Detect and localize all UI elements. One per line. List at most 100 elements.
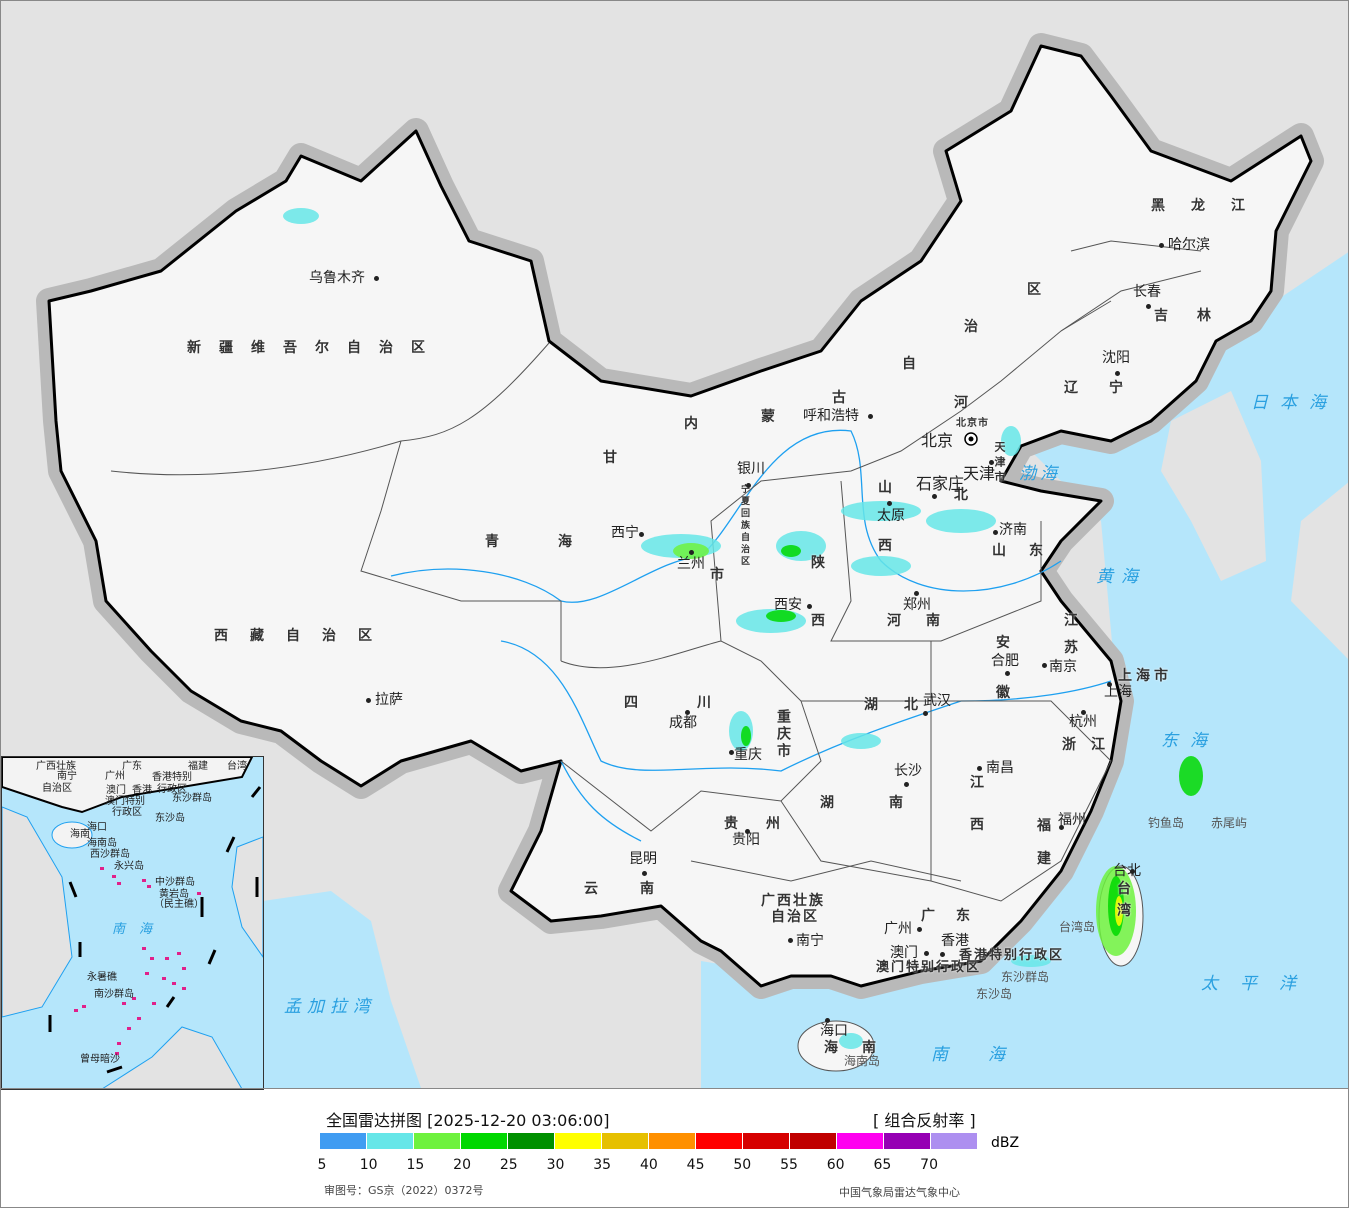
city-label: 北京 (921, 431, 954, 450)
region-label: 宁 (1109, 380, 1123, 396)
city-dot (745, 829, 750, 834)
china-radar-map: 新疆维吾尔自治区西藏自治区青海甘内蒙古自治区陕西山西河北山东河南江苏安徽上海市浙… (1, 1, 1348, 1090)
city-dot (374, 276, 379, 281)
region-label: 尔 (315, 340, 329, 356)
region-label: 维 (251, 340, 265, 356)
city-dot (746, 483, 751, 488)
scale-tick-label: 5 (317, 1157, 327, 1173)
region-label: 宁 (741, 485, 751, 495)
city-label: 广州 (884, 921, 912, 937)
inset-label: 东沙岛 (155, 813, 185, 824)
scale-tick-label: 70 (920, 1157, 939, 1173)
reef-mark (177, 952, 181, 955)
city-dot (989, 460, 994, 465)
radar-echo (1115, 896, 1123, 926)
city-label: 南宁 (796, 933, 824, 949)
region-label: 市 (710, 567, 724, 583)
region-label: 广 (761, 893, 775, 909)
inset-label: 永暑礁 (87, 972, 117, 983)
dash-segment (250, 786, 262, 798)
color-swatch (555, 1133, 601, 1149)
scale-tick-label: 25 (499, 1157, 518, 1173)
reef-mark (150, 957, 154, 960)
inset-label: 中沙群岛 (155, 877, 195, 888)
radar-echo (781, 545, 801, 557)
region-label: 别 (1004, 948, 1018, 963)
inset-label: 澳门 (106, 785, 126, 796)
region-label: 南 (889, 795, 903, 811)
region-label: 江 (1091, 737, 1105, 753)
south-china-sea-inset: 广西壮族 自治区 南宁 广东 广州 澳门 香港 香港特别 行政区 澳门特别 行政区 东沙群岛 东沙岛 海口… (1, 756, 264, 1090)
city-dot (689, 550, 694, 555)
reef-mark (142, 879, 146, 882)
color-scale-bar (320, 1133, 978, 1149)
radar-echo (851, 556, 911, 576)
region-label: 江 (970, 775, 984, 791)
region-label: 湖 (820, 795, 834, 811)
region-label: 内 (684, 416, 698, 432)
city-label: 兰州 (677, 556, 705, 572)
scale-tick-label: 50 (733, 1157, 752, 1173)
region-label: 贵 (724, 816, 738, 832)
city-dot (807, 604, 812, 609)
city-label: 南昌 (986, 760, 1014, 776)
scale-tick-label: 15 (406, 1157, 425, 1173)
radar-echo (926, 509, 996, 533)
reef-mark (137, 1017, 141, 1020)
radar-echo (1001, 426, 1021, 456)
inset-label: 台湾 (227, 761, 247, 772)
city-label: 杭州 (1069, 714, 1097, 730)
city-label: 武汉 (923, 693, 951, 709)
scale-tick-label: 35 (593, 1157, 612, 1173)
city-label: 呼和浩特 (803, 408, 859, 424)
inset-label: 广西壮族 (36, 761, 76, 772)
sea-label: 孟加拉湾 (284, 997, 376, 1017)
region-label: 南 (926, 613, 940, 629)
scale-tick-label: 20 (453, 1157, 472, 1173)
city-label: 昆明 (629, 851, 657, 867)
region-label: 回 (741, 509, 751, 519)
radar-echo (766, 610, 796, 622)
reef-mark (182, 967, 186, 970)
nine-dash-line (48, 786, 262, 1074)
color-swatch (696, 1133, 742, 1149)
city-label: 石家庄 (916, 474, 965, 493)
island-label: 东沙岛 (976, 987, 1013, 1001)
region-label: 江 (1064, 613, 1078, 629)
city-dot (887, 501, 892, 506)
city-label: 海口 (820, 1023, 848, 1039)
city-label: 郑州 (903, 597, 931, 613)
city-label: 济南 (999, 522, 1027, 538)
inset-base (2, 757, 263, 1089)
region-label: 苏 (1064, 640, 1078, 656)
region-label: 西 (777, 893, 791, 909)
city-label: 福州 (1058, 812, 1086, 828)
island-label: 海南岛 (844, 1054, 881, 1068)
radar-echo (1011, 955, 1051, 967)
city-dot (1042, 663, 1047, 668)
city-dot (917, 927, 922, 932)
region-label: 特 (906, 960, 920, 975)
region-label: 湖 (864, 697, 878, 713)
radar-echo (841, 501, 921, 521)
inset-label: 海南 (70, 829, 90, 840)
inset-hainan (51, 821, 93, 849)
inset-label: 东沙群岛 (172, 793, 212, 804)
region-label: 东 (956, 908, 970, 924)
city-label: 贵阳 (732, 832, 760, 848)
dash-segment (165, 996, 176, 1008)
city-dot (924, 951, 929, 956)
scale-tick-label: 10 (359, 1157, 378, 1173)
map-base (36, 33, 1348, 1088)
korea-peninsula (1161, 391, 1266, 581)
inset-label: 行政区 (112, 807, 142, 818)
region-label: 重庆市 (775, 709, 791, 760)
reefs (74, 867, 201, 1055)
rivers (390, 429, 1112, 842)
inset-label: 西沙群岛 (90, 849, 130, 860)
reef-mark (172, 982, 176, 985)
radar-echo (1179, 756, 1203, 796)
province-borders (110, 240, 1202, 902)
region-label: 壮 (793, 893, 807, 909)
